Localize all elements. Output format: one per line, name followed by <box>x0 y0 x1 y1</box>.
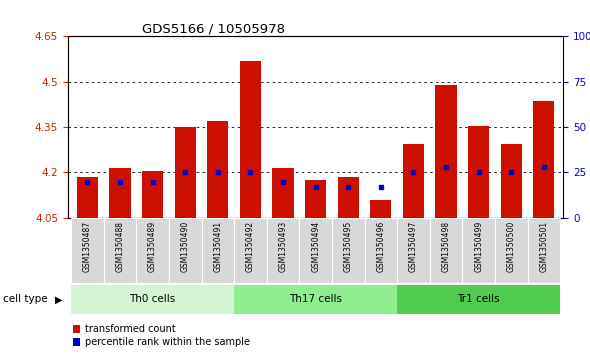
Bar <box>77 177 98 218</box>
Bar <box>463 218 495 283</box>
Bar <box>299 218 332 283</box>
Bar <box>337 177 359 218</box>
Text: GSM1350496: GSM1350496 <box>376 221 385 272</box>
Text: GSM1350495: GSM1350495 <box>344 221 353 272</box>
Bar <box>305 180 326 218</box>
Bar <box>202 218 234 283</box>
Text: GSM1350501: GSM1350501 <box>539 221 548 272</box>
Bar <box>397 285 560 314</box>
Text: GDS5166 / 10505978: GDS5166 / 10505978 <box>142 22 285 35</box>
Text: GSM1350497: GSM1350497 <box>409 221 418 272</box>
Bar <box>175 127 196 218</box>
Text: Tr1 cells: Tr1 cells <box>457 294 500 305</box>
Bar <box>371 200 391 218</box>
Text: GSM1350492: GSM1350492 <box>246 221 255 272</box>
Bar <box>207 121 228 218</box>
Text: GSM1350488: GSM1350488 <box>116 221 124 272</box>
Text: Th0 cells: Th0 cells <box>129 294 176 305</box>
Bar <box>142 171 163 218</box>
Bar <box>71 285 234 314</box>
Bar <box>169 218 202 283</box>
Bar <box>136 218 169 283</box>
Bar <box>397 218 430 283</box>
Text: GSM1350493: GSM1350493 <box>278 221 287 272</box>
Bar <box>109 168 130 218</box>
Bar <box>365 218 397 283</box>
Text: Th17 cells: Th17 cells <box>289 294 342 305</box>
Text: GSM1350490: GSM1350490 <box>181 221 190 272</box>
Bar <box>468 126 489 218</box>
Bar <box>71 218 104 283</box>
Text: cell type: cell type <box>3 294 48 305</box>
Bar <box>430 218 463 283</box>
Text: GSM1350494: GSM1350494 <box>311 221 320 272</box>
Bar <box>332 218 365 283</box>
Text: GSM1350498: GSM1350498 <box>441 221 451 272</box>
Bar <box>104 218 136 283</box>
Bar <box>234 218 267 283</box>
Bar <box>533 101 555 218</box>
Bar <box>435 85 457 218</box>
Bar <box>403 144 424 218</box>
Bar <box>495 218 527 283</box>
Text: ▶: ▶ <box>55 294 63 305</box>
Text: GSM1350499: GSM1350499 <box>474 221 483 272</box>
Bar <box>527 218 560 283</box>
Bar <box>267 218 299 283</box>
Text: GSM1350489: GSM1350489 <box>148 221 157 272</box>
Bar <box>273 168 294 218</box>
Text: GSM1350487: GSM1350487 <box>83 221 92 272</box>
Bar <box>501 144 522 218</box>
Bar <box>240 61 261 218</box>
Text: GSM1350491: GSM1350491 <box>214 221 222 272</box>
Legend: transformed count, percentile rank within the sample: transformed count, percentile rank withi… <box>73 324 250 347</box>
Text: GSM1350500: GSM1350500 <box>507 221 516 272</box>
Bar <box>234 285 397 314</box>
